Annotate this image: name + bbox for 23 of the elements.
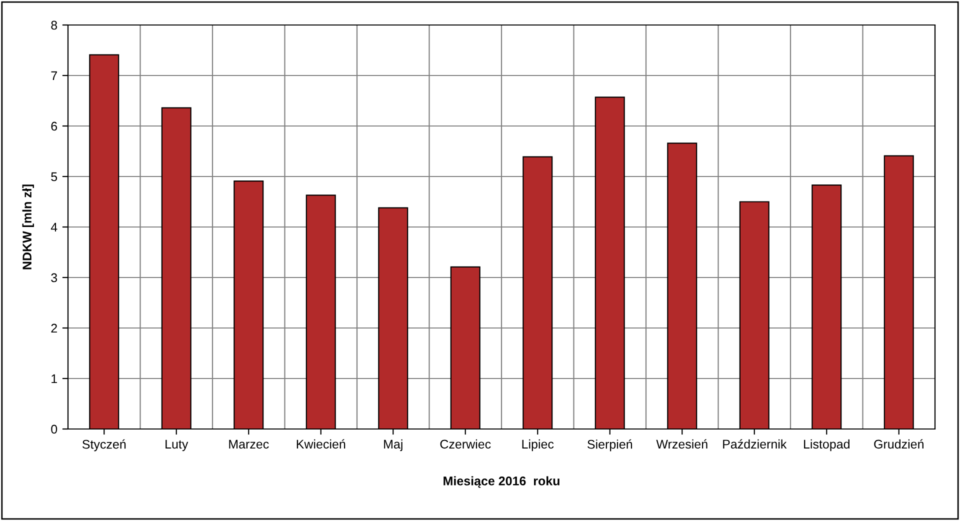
- x-axis-title: Miesiące 2016 roku: [444, 476, 560, 488]
- y-tick-label: 2: [51, 324, 57, 333]
- y-tick-label: 7: [51, 71, 57, 80]
- x-tick-label: Kwiecień: [296, 439, 346, 449]
- y-tick-label: 6: [51, 122, 58, 131]
- x-tick-label: Sierpień: [588, 439, 632, 452]
- x-tick-label: Lipiec: [522, 439, 554, 452]
- x-tick-label: Grudzień: [874, 439, 924, 449]
- x-tick-label: Listopad: [804, 439, 850, 452]
- x-tick-label: Maj: [384, 439, 402, 452]
- y-tick-label: 0: [51, 424, 58, 434]
- y-tick-label: 1: [52, 374, 57, 384]
- y-tick-label: 3: [51, 273, 58, 282]
- y-tick-label: 8: [51, 20, 58, 30]
- x-tick-label: Marzec: [229, 440, 269, 449]
- x-tick-label: Październik: [723, 439, 787, 449]
- x-tick-label: Wrzesień: [656, 439, 708, 449]
- y-tick-label: 5: [51, 172, 58, 182]
- y-axis-title: NDKW [mln zł]: [22, 184, 34, 270]
- y-tick-label: 4: [50, 222, 58, 232]
- x-tick-label: Styczeń: [82, 439, 126, 452]
- x-tick-label: Luty: [166, 440, 188, 452]
- x-tick-label: Czerwiec: [440, 439, 491, 449]
